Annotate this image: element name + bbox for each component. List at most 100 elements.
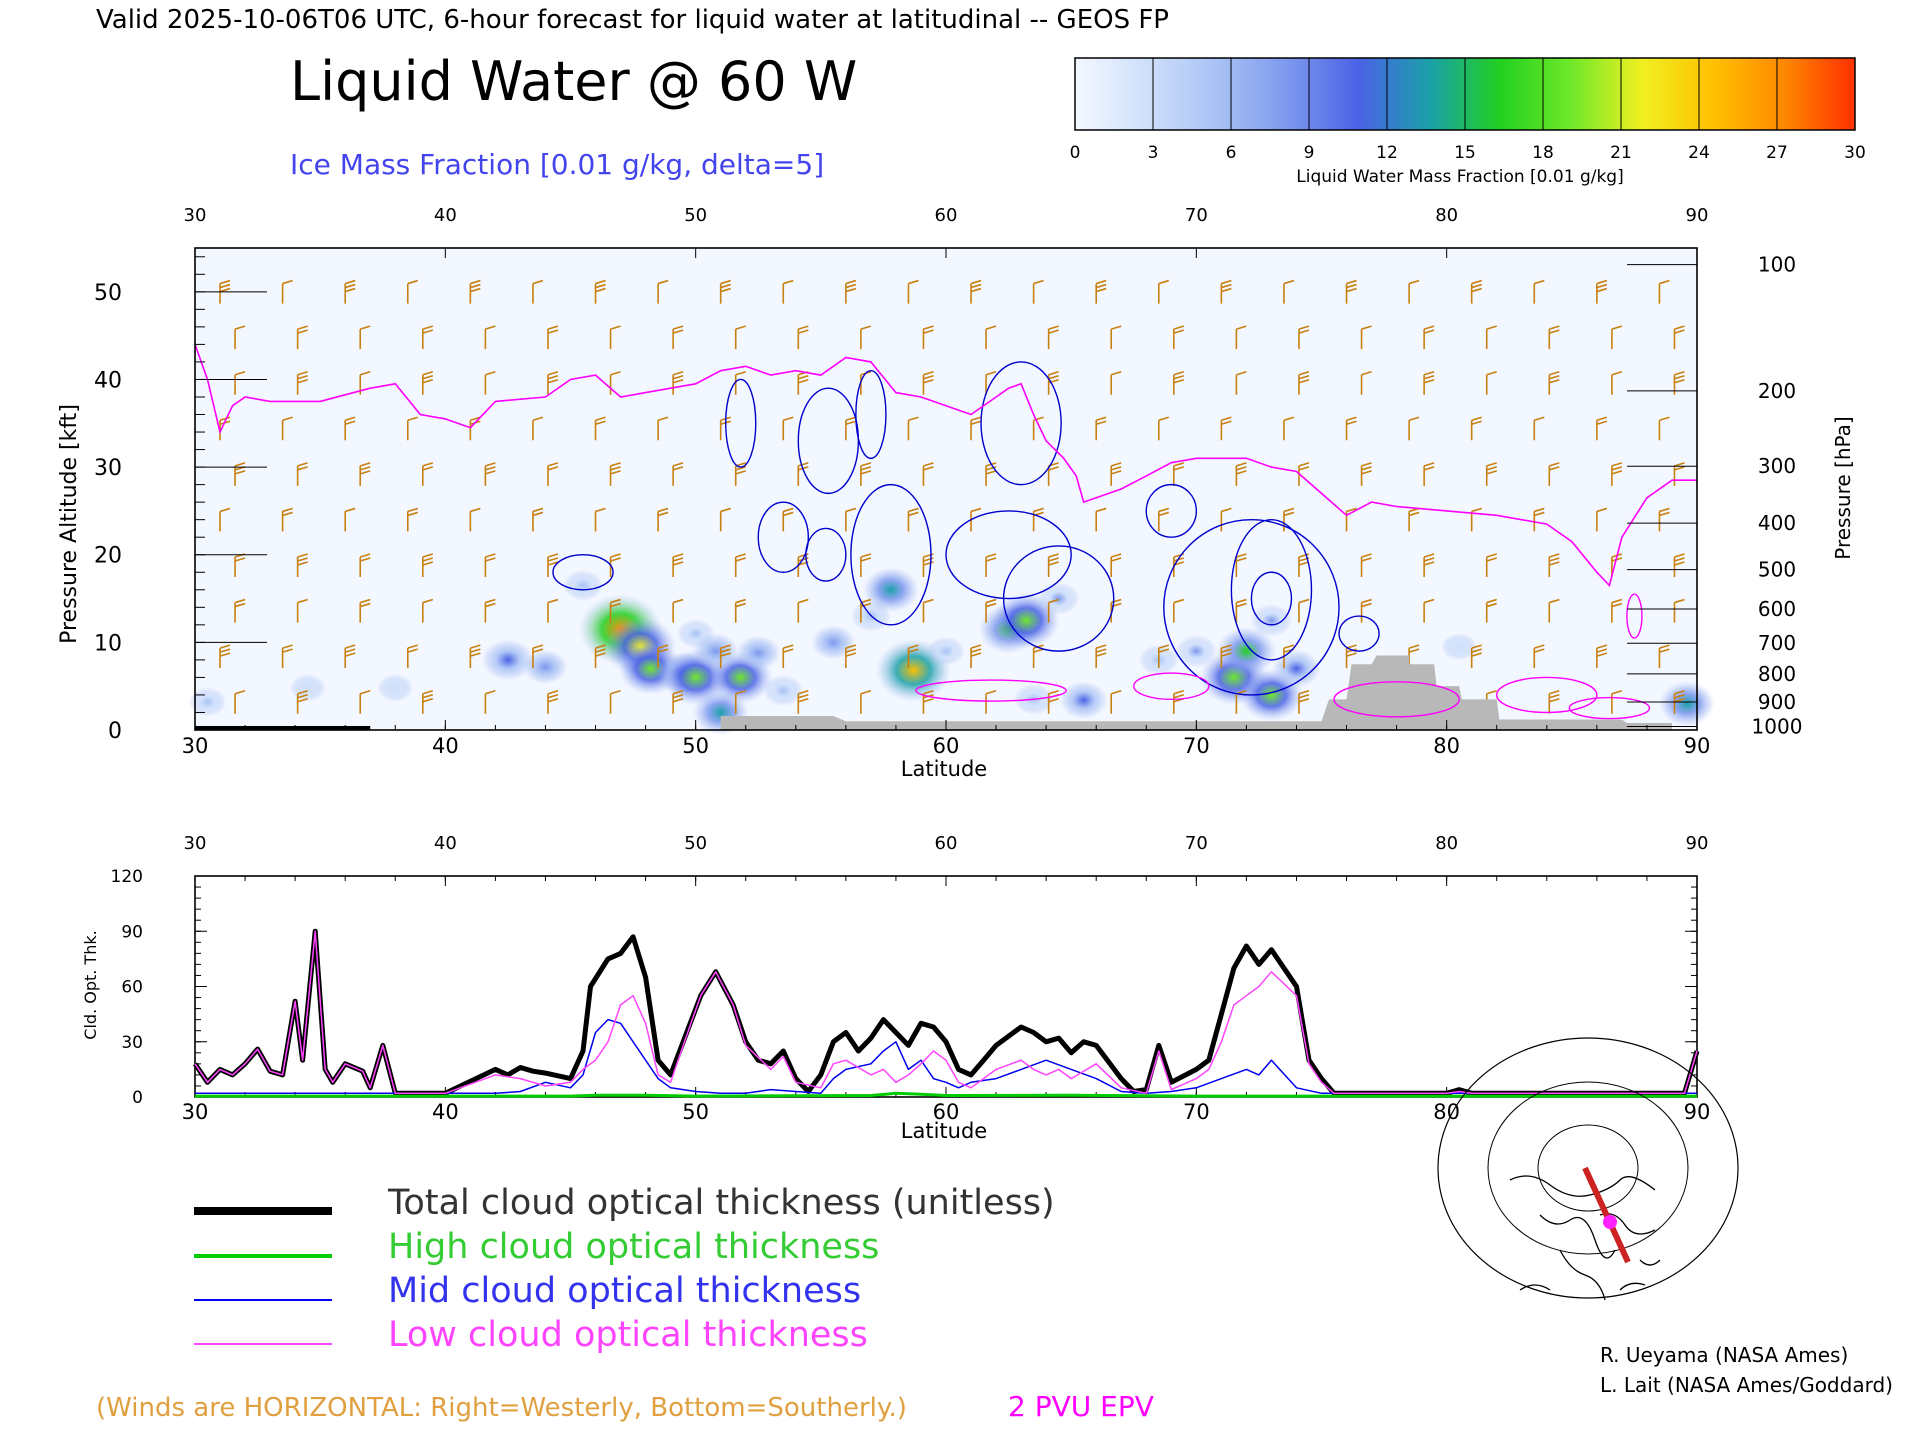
epv-2pvu-line: [194, 344, 1697, 587]
lower-x-tick-label: 70: [1183, 1100, 1210, 1124]
ice-contour: [980, 361, 1062, 486]
wind-barb: [1047, 370, 1059, 395]
liquid-water-cell: [481, 639, 534, 681]
series-mid-line: [195, 1018, 1697, 1095]
colorbar-tick-label: 9: [1304, 143, 1315, 163]
wind-barb: [845, 644, 857, 669]
liquid-water-cell: [1250, 604, 1293, 637]
wind-barb: [422, 553, 434, 577]
wind-barb: [657, 416, 669, 441]
wind-barb: [797, 325, 809, 350]
wind-barb: [782, 416, 794, 441]
colorbar-label: Liquid Water Mass Fraction [0.01 g/kg]: [1296, 167, 1623, 187]
wind-barb: [281, 279, 293, 304]
lower-y-tick-label: 120: [111, 867, 143, 887]
x-tick-label: 30: [182, 734, 209, 758]
lower-y-tick-label: 90: [121, 922, 143, 942]
wind-barb: [907, 416, 919, 441]
wind-barb: [234, 689, 246, 714]
wind-barb: [1298, 370, 1310, 395]
wind-barb: [985, 598, 997, 623]
wind-barb: [594, 416, 606, 441]
winds-note: (Winds are HORIZONTAL: Right=Westerly, B…: [96, 1393, 907, 1423]
ice-contour: [1250, 571, 1293, 626]
wind-barb: [296, 370, 308, 395]
wind-barb: [547, 370, 559, 395]
wind-barb: [1173, 462, 1185, 486]
colorbar-tick-label: 27: [1766, 143, 1788, 163]
wind-barb: [672, 689, 684, 714]
wind-barb: [532, 416, 544, 441]
x-tick-label-top: 40: [434, 205, 457, 226]
wind-barb: [422, 689, 434, 714]
wind-barb: [1533, 279, 1545, 304]
ice-contour: [1338, 615, 1380, 652]
series-low-line: [194, 930, 1698, 1095]
legend-total: Total cloud optical thickness (unitless): [387, 1183, 1055, 1223]
liquid-water-cell: [862, 567, 919, 613]
wind-barb: [547, 553, 559, 577]
wind-barb: [922, 689, 934, 714]
ice-contour: [945, 510, 1072, 600]
wind-barb: [609, 462, 621, 486]
wind-barb: [1548, 553, 1560, 577]
wind-barb: [1235, 325, 1247, 350]
colorbar: 0 3 6 9 12 15 18 21 24 27 30: [1070, 57, 1866, 163]
wind-barb: [1533, 644, 1545, 669]
x-tick-label-top: 60: [935, 205, 958, 226]
x-tick-label: 70: [1183, 734, 1210, 758]
liquid-water-cell: [523, 649, 568, 685]
wind-barb: [406, 279, 419, 304]
wind-barb: [734, 553, 746, 577]
pressure-tick-label: 300: [1758, 454, 1796, 478]
ice-contour: [1145, 483, 1198, 538]
y-tick-label: 20: [94, 544, 122, 569]
x-tick-label-top: 90: [1686, 205, 1709, 226]
wind-barb: [1423, 598, 1435, 623]
wind-barb: [422, 598, 434, 623]
wind-barb: [922, 553, 934, 577]
wind-barb: [1298, 689, 1310, 714]
wind-barb: [594, 644, 606, 669]
wind-barb: [1673, 370, 1685, 395]
wind-barb: [1408, 279, 1420, 304]
wind-barb: [1298, 462, 1310, 486]
wind-barb: [1220, 644, 1232, 669]
liquid-water-cell: [692, 633, 739, 670]
epv-patch: [1133, 672, 1210, 701]
wind-barb: [1658, 507, 1670, 532]
lower-x-tick-label: 30: [182, 1100, 209, 1124]
wind-barb: [594, 279, 606, 304]
lower-ylabel: Cld. Opt. Thk.: [81, 930, 100, 1039]
wind-barb: [1298, 553, 1310, 577]
lower-x-tick-label-top: 30: [184, 833, 207, 854]
wind-barb: [469, 644, 481, 669]
lower-x-tick-label-top: 60: [935, 833, 958, 854]
pressure-tick-label: 1000: [1752, 714, 1803, 738]
wind-barb: [1157, 507, 1170, 532]
liquid-water-cell: [1216, 626, 1277, 676]
wind-barb: [296, 689, 308, 714]
wind-barb: [1423, 370, 1435, 395]
wind-barb: [422, 462, 434, 486]
liquid-water-cell: [1037, 582, 1080, 615]
wind-barb: [1345, 279, 1357, 304]
wind-barb: [1095, 507, 1107, 532]
lower-y-tick-label: 30: [121, 1033, 143, 1053]
wind-barb: [344, 279, 356, 304]
wind-barb: [1298, 325, 1310, 350]
wind-barb: [1408, 416, 1420, 441]
wind-barb: [1173, 689, 1185, 714]
wind-barb: [1548, 689, 1560, 714]
wind-barb: [1548, 462, 1560, 486]
wind-barb: [985, 553, 997, 577]
wind-barb: [234, 370, 246, 395]
wind-barb: [1047, 325, 1059, 350]
colorbar-tick-label: 30: [1844, 143, 1866, 163]
wind-barb: [1423, 325, 1435, 350]
wind-barb: [719, 507, 731, 532]
wind-barbs: [219, 279, 1685, 714]
wind-barb: [970, 507, 982, 532]
wind-barb: [1095, 416, 1107, 441]
lower-x-tick-label: 40: [432, 1100, 459, 1124]
